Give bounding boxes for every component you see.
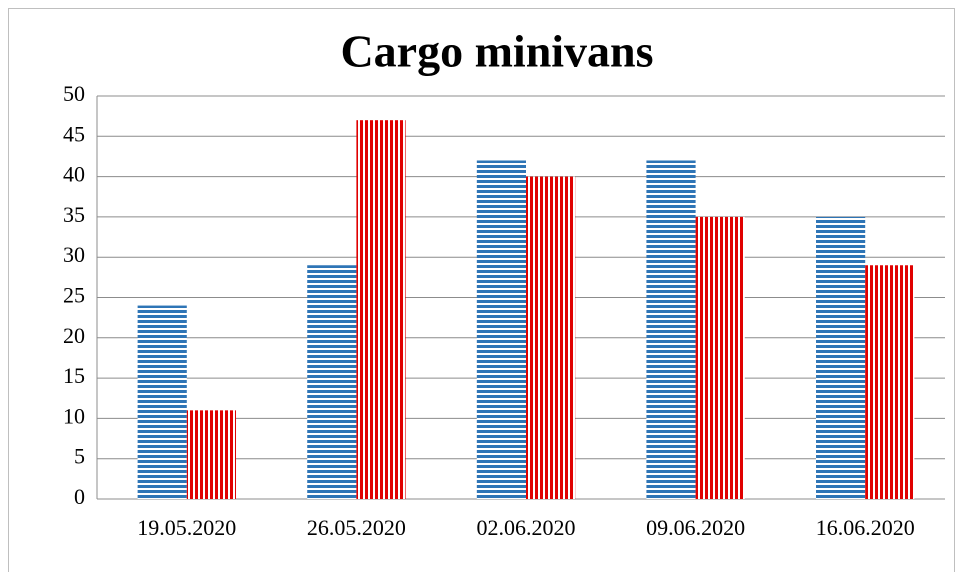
bar	[307, 265, 357, 499]
x-tick-label: 09.06.2020	[646, 515, 745, 540]
x-tick-label: 19.05.2020	[137, 515, 236, 540]
bar	[526, 176, 576, 499]
y-tick-label: 20	[63, 323, 85, 348]
bar	[476, 160, 526, 500]
x-tick-label: 02.06.2020	[477, 515, 576, 540]
y-tick-label: 30	[63, 242, 85, 267]
chart-title: Cargo minivans	[340, 26, 653, 77]
bar	[865, 265, 915, 499]
bar	[816, 216, 866, 499]
y-tick-label: 15	[63, 363, 85, 388]
bar	[186, 410, 236, 499]
bar	[137, 305, 187, 499]
y-tick-label: 25	[63, 283, 85, 308]
y-tick-label: 10	[63, 403, 85, 428]
y-tick-label: 5	[74, 444, 85, 469]
y-tick-label: 35	[63, 202, 85, 227]
bar	[356, 120, 406, 500]
x-tick-label: 26.05.2020	[307, 515, 406, 540]
y-tick-label: 45	[63, 121, 85, 146]
x-tick-label: 16.06.2020	[816, 515, 915, 540]
y-tick-label: 40	[63, 162, 85, 187]
bar	[695, 216, 745, 499]
y-tick-label: 50	[63, 81, 85, 106]
bar	[646, 160, 696, 500]
y-tick-label: 0	[74, 484, 85, 509]
